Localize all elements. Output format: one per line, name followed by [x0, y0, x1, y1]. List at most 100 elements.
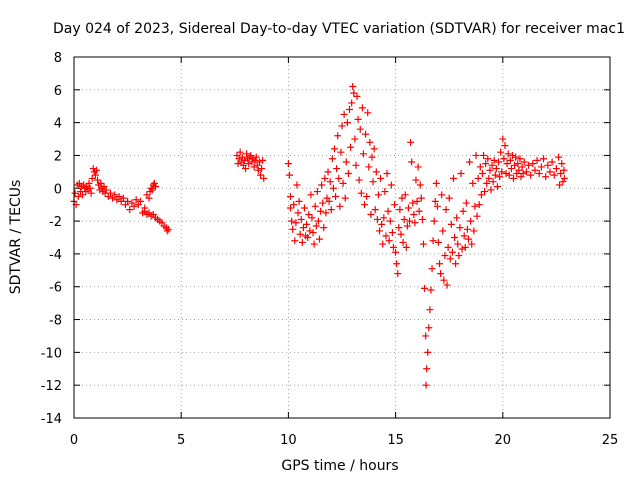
- data-point: [447, 220, 455, 228]
- data-point: [243, 150, 251, 158]
- data-point: [510, 174, 518, 182]
- data-point: [371, 206, 379, 214]
- data-point: [106, 189, 114, 197]
- data-point: [79, 191, 87, 199]
- data-point: [502, 170, 510, 178]
- data-point: [515, 166, 523, 174]
- data-point: [363, 192, 371, 200]
- data-point: [520, 158, 528, 166]
- data-point: [361, 201, 369, 209]
- data-point: [431, 197, 439, 205]
- data-point: [294, 209, 302, 217]
- data-point: [464, 235, 472, 243]
- y-tick-label: -14: [41, 412, 62, 427]
- data-point: [296, 230, 304, 238]
- data-point: [426, 306, 434, 314]
- data-point: [421, 284, 429, 292]
- data-point: [406, 217, 414, 225]
- data-point: [493, 183, 501, 191]
- y-tick-label: -4: [49, 248, 62, 263]
- plot-frame: [73, 56, 611, 419]
- data-point: [501, 142, 509, 150]
- data-point: [403, 222, 411, 230]
- data-point: [535, 170, 543, 178]
- data-point: [333, 165, 341, 173]
- data-point: [557, 170, 565, 178]
- data-point: [448, 248, 456, 256]
- data-point: [560, 174, 568, 182]
- data-point: [489, 178, 497, 186]
- data-point: [354, 115, 362, 123]
- data-point: [342, 158, 350, 166]
- data-point: [373, 215, 381, 223]
- data-point: [164, 225, 172, 233]
- x-tick-labels: 0 5 10 15 20 25: [70, 433, 618, 448]
- data-point: [483, 179, 491, 187]
- data-point: [364, 109, 372, 117]
- data-point: [423, 365, 431, 373]
- data-point: [492, 165, 500, 173]
- data-point: [374, 191, 382, 199]
- data-point: [559, 178, 567, 186]
- data-point: [335, 174, 343, 182]
- data-point: [385, 237, 393, 245]
- data-point: [242, 165, 250, 173]
- data-point: [467, 217, 475, 225]
- data-point: [508, 151, 516, 159]
- data-point: [306, 227, 314, 235]
- data-point: [419, 240, 427, 248]
- data-point: [533, 156, 541, 164]
- data-point: [257, 171, 265, 179]
- x-tick-label: 5: [177, 433, 185, 448]
- data-point: [476, 163, 484, 171]
- data-point: [308, 214, 316, 222]
- data-point: [504, 150, 512, 158]
- data-point: [336, 202, 344, 210]
- data-point: [346, 106, 354, 114]
- data-point: [298, 238, 306, 246]
- y-tick-label: 6: [54, 84, 62, 99]
- x-tick-label: 20: [495, 433, 512, 448]
- data-point: [401, 191, 409, 199]
- data-point: [392, 248, 400, 256]
- data-point: [365, 163, 373, 171]
- data-point: [324, 168, 332, 176]
- data-point: [395, 224, 403, 232]
- y-tick-label: 4: [54, 117, 62, 132]
- data-point: [368, 153, 376, 161]
- data-point: [428, 265, 436, 273]
- data-point: [404, 204, 412, 212]
- data-point: [529, 160, 537, 168]
- data-point: [507, 165, 515, 173]
- data-point: [459, 207, 467, 215]
- data-point: [402, 243, 410, 251]
- data-point: [471, 202, 479, 210]
- data-point: [132, 196, 140, 204]
- data-point: [417, 194, 425, 202]
- data-point: [475, 201, 483, 209]
- data-point: [304, 234, 312, 241]
- data-point: [334, 132, 342, 140]
- data-point: [145, 194, 153, 202]
- grid-lines: [74, 57, 610, 418]
- data-point: [259, 156, 267, 164]
- data-point: [240, 156, 248, 164]
- data-point: [287, 192, 295, 200]
- data-point: [544, 161, 552, 169]
- data-point: [329, 184, 337, 192]
- data-point: [255, 158, 263, 166]
- data-point: [126, 206, 134, 214]
- data-point: [290, 201, 298, 209]
- data-point: [338, 122, 346, 130]
- data-point: [462, 199, 470, 207]
- data-point: [319, 199, 327, 207]
- data-point: [362, 130, 370, 138]
- data-point: [383, 170, 391, 178]
- y-tick-label: -2: [49, 215, 62, 230]
- data-point: [469, 179, 477, 187]
- data-point: [409, 199, 417, 207]
- data-point: [285, 171, 293, 179]
- data-point: [485, 174, 493, 182]
- data-point: [410, 211, 418, 219]
